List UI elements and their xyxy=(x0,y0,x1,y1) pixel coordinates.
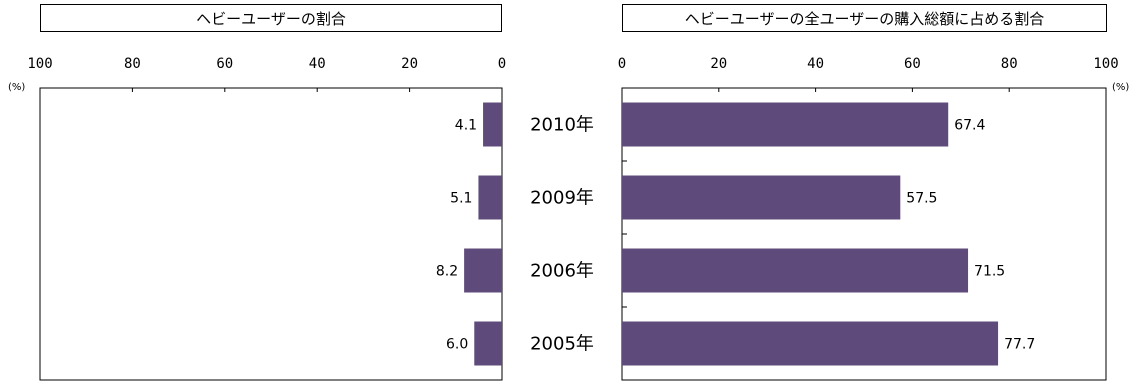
left-tick-label: 80 xyxy=(124,56,141,72)
left-tick-label: 20 xyxy=(401,56,418,72)
right-tick-label: 80 xyxy=(1001,56,1018,72)
left-data-label: 6.0 xyxy=(446,337,468,353)
left-data-label: 8.2 xyxy=(436,264,458,280)
right-data-label: 67.4 xyxy=(954,118,985,134)
right-tick-label: 60 xyxy=(904,56,921,72)
left-bar xyxy=(478,175,502,220)
right-unit-label: (%) xyxy=(1112,82,1129,93)
right-data-label: 71.5 xyxy=(974,264,1005,280)
right-bar xyxy=(622,248,969,293)
left-data-label: 5.1 xyxy=(450,191,472,207)
right-tick-label: 20 xyxy=(710,56,727,72)
left-tick-label: 60 xyxy=(216,56,233,72)
right-tick-label: 100 xyxy=(1093,56,1118,72)
right-bar xyxy=(622,175,901,220)
left-tick-label: 40 xyxy=(309,56,326,72)
right-chart-title: ヘビーユーザーの全ユーザーの購入総額に占める割合 xyxy=(622,4,1107,32)
left-tick-label: 100 xyxy=(27,56,52,72)
right-bar xyxy=(622,321,999,366)
category-label: 2005年 xyxy=(530,334,594,355)
left-bar xyxy=(483,102,502,147)
right-data-label: 57.5 xyxy=(906,191,937,207)
category-label: 2006年 xyxy=(530,261,594,282)
left-bar xyxy=(464,248,502,293)
left-data-label: 4.1 xyxy=(455,118,477,134)
right-data-label: 77.7 xyxy=(1004,337,1035,353)
left-unit-label: (%) xyxy=(8,82,25,93)
category-label: 2009年 xyxy=(530,188,594,209)
right-tick-label: 0 xyxy=(618,56,626,72)
right-tick-label: 40 xyxy=(807,56,824,72)
left-chart-title: ヘビーユーザーの割合 xyxy=(40,4,502,32)
left-tick-label: 0 xyxy=(498,56,506,72)
right-bar xyxy=(622,102,949,147)
left-bar xyxy=(474,321,502,366)
left-plot-area xyxy=(39,87,503,381)
category-label: 2010年 xyxy=(530,115,594,136)
